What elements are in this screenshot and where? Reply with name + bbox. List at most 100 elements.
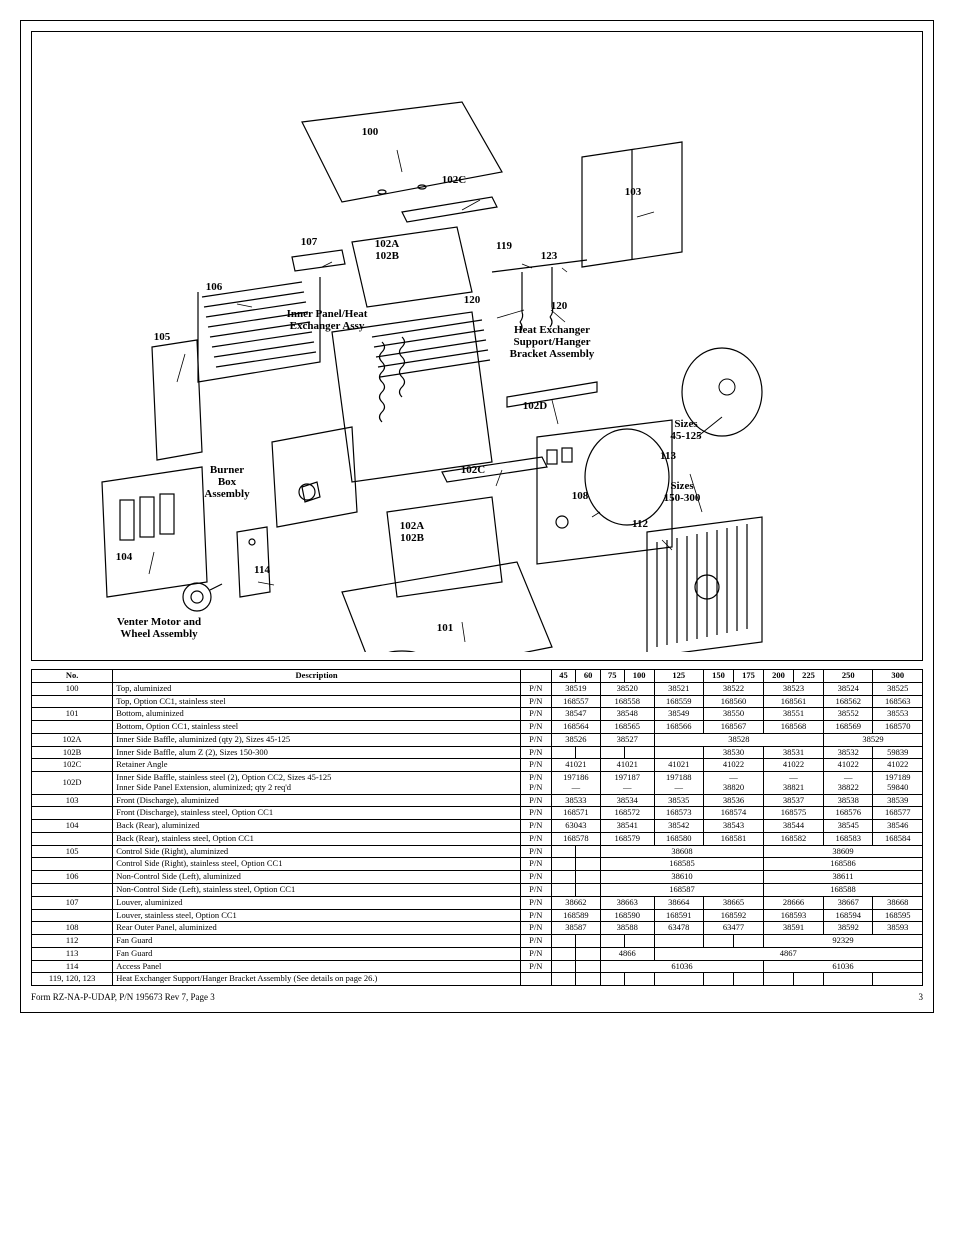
cell-no: 107 (32, 896, 113, 909)
cell-value: 41022 (824, 759, 873, 772)
col-pn (520, 670, 551, 683)
cell-value: 59839 (873, 746, 923, 759)
cell-value: 63477 (704, 922, 764, 935)
cell-value: 168587 (601, 884, 764, 897)
diagram-label: 104 (116, 551, 133, 563)
table-header-row: No. Description 45 60 75 100 125 150 175… (32, 670, 923, 683)
diagram-label: Heat ExchangerSupport/HangerBracket Asse… (510, 324, 595, 360)
cell-value (576, 845, 601, 858)
diagram-label: 102C (461, 464, 485, 476)
cell-value (824, 973, 873, 986)
cell-no: 108 (32, 922, 113, 935)
table-row: Top, Option CC1, stainless steelP/N16855… (32, 695, 923, 708)
cell-no: 102C (32, 759, 113, 772)
cell-value (654, 746, 703, 759)
table-row: 102AInner Side Baffle, aluminized (qty 2… (32, 733, 923, 746)
cell-value: 168559 (654, 695, 703, 708)
diagram-label: 120 (551, 300, 568, 312)
cell-value: 38611 (764, 871, 923, 884)
diagram-label: 102C (442, 174, 466, 186)
cell-value: 38610 (601, 871, 764, 884)
cell-desc: Inner Side Baffle, aluminized (qty 2), S… (113, 733, 521, 746)
cell-value: 61036 (601, 960, 764, 973)
cell-value: —38820 (704, 772, 764, 795)
cell-value: 38532 (824, 746, 873, 759)
cell-value: 38537 (764, 794, 824, 807)
cell-value: 61036 (764, 960, 923, 973)
cell-desc: Back (Rear), stainless steel, Option CC1 (113, 832, 521, 845)
cell-value: 197186— (551, 772, 600, 795)
diagram-label: 107 (301, 236, 318, 248)
cell-desc: Bottom, aluminized (113, 708, 521, 721)
cell-value: 168574 (704, 807, 764, 820)
cell-value (601, 935, 625, 948)
cell-value: 168592 (704, 909, 764, 922)
cell-value: 38525 (873, 682, 923, 695)
cell-value: 38543 (704, 820, 764, 833)
table-row: Control Side (Right), stainless steel, O… (32, 858, 923, 871)
cell-desc: Non-Control Side (Left), stainless steel… (113, 884, 521, 897)
cell-desc: Non-Control Side (Left), aluminized (113, 871, 521, 884)
cell-value: 168573 (654, 807, 703, 820)
cell-value: 168572 (601, 807, 655, 820)
cell-value: 168593 (764, 909, 824, 922)
cell-value: 38553 (873, 708, 923, 721)
cell-value (601, 746, 625, 759)
diagram-label: 101 (437, 622, 454, 634)
cell-value: 168586 (764, 858, 923, 871)
cell-no: 103 (32, 794, 113, 807)
cell-value: 19718959840 (873, 772, 923, 795)
cell-desc: Inner Side Baffle, alum Z (2), Sizes 150… (113, 746, 521, 759)
cell-pn: P/N (520, 721, 551, 734)
cell-value: 168564 (551, 721, 600, 734)
diagram-label: 114 (254, 564, 270, 576)
diagram-svg (42, 42, 912, 652)
col-no: No. (32, 670, 113, 683)
cell-value: 4866 (601, 947, 655, 960)
cell-desc: Control Side (Right), stainless steel, O… (113, 858, 521, 871)
cell-pn: P/N (520, 960, 551, 973)
cell-desc: Top, aluminized (113, 682, 521, 695)
cell-value: 41022 (764, 759, 824, 772)
cell-desc: Louver, aluminized (113, 896, 521, 909)
table-row: 119, 120, 123Heat Exchanger Support/Hang… (32, 973, 923, 986)
col-size: 75 (601, 670, 625, 683)
cell-value: 38519 (551, 682, 600, 695)
cell-value: 38527 (601, 733, 655, 746)
page-footer: Form RZ-NA-P-UDAP, P/N 195673 Rev 7, Pag… (31, 992, 923, 1002)
cell-value (551, 935, 576, 948)
cell-value: 63043 (551, 820, 600, 833)
diagram-label: Inner Panel/HeatExchanger Assy (287, 308, 368, 332)
cell-value: 168565 (601, 721, 655, 734)
cell-pn: P/N (520, 871, 551, 884)
cell-value: 38520 (601, 682, 655, 695)
col-size: 250 (824, 670, 873, 683)
cell-value (576, 871, 601, 884)
cell-desc: Control Side (Right), aluminized (113, 845, 521, 858)
cell-value: 168575 (764, 807, 824, 820)
cell-value: 38526 (551, 733, 600, 746)
cell-no (32, 721, 113, 734)
cell-no: 104 (32, 820, 113, 833)
cell-value: 38668 (873, 896, 923, 909)
diagram-label: 103 (625, 186, 642, 198)
cell-value: 38609 (764, 845, 923, 858)
cell-value: 168590 (601, 909, 655, 922)
cell-value: 38534 (601, 794, 655, 807)
cell-value: 38587 (551, 922, 600, 935)
cell-value: 38662 (551, 896, 600, 909)
cell-value (551, 746, 576, 759)
cell-value: 168594 (824, 909, 873, 922)
table-row: 105Control Side (Right), aluminizedP/N38… (32, 845, 923, 858)
cell-value: 168566 (654, 721, 703, 734)
cell-pn: P/N (520, 794, 551, 807)
cell-value: 38529 (824, 733, 923, 746)
diagram-label: 100 (362, 126, 379, 138)
diagram-label: 108 (572, 490, 589, 502)
cell-value (576, 935, 601, 948)
cell-no: 102A (32, 733, 113, 746)
cell-value (551, 884, 576, 897)
cell-value: 41021 (654, 759, 703, 772)
cell-no: 106 (32, 871, 113, 884)
cell-value (551, 947, 576, 960)
